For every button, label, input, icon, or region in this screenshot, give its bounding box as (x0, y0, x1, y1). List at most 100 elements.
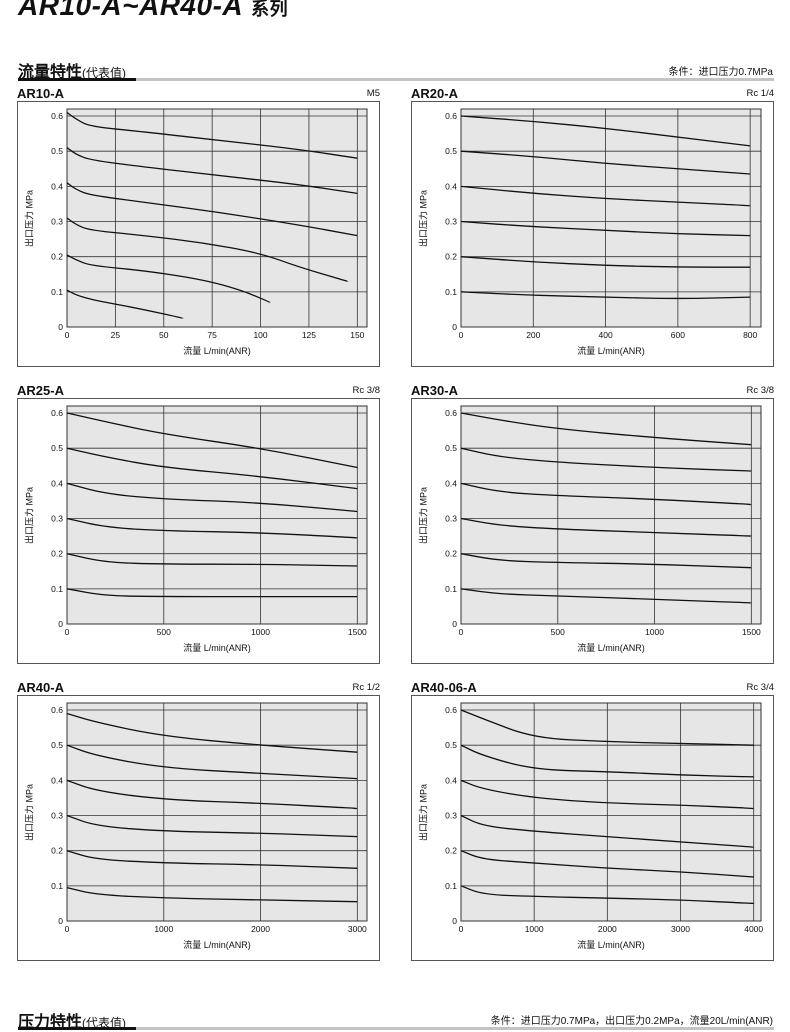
chart-1-series-line (66, 111, 358, 159)
chart-5-series-line (66, 712, 358, 753)
pressure-section-title: 压力特性(代表值) (18, 1008, 126, 1032)
chart-5-ytick-label: 0.5 (51, 740, 63, 750)
series-suffix: 系列 (251, 0, 289, 19)
chart-5-ytick-label: 0.2 (51, 846, 63, 856)
chart-5-ytick-label: 0.6 (51, 705, 63, 715)
chart-3-xtick-label: 1500 (348, 627, 367, 637)
chart-2-series-line (460, 185, 751, 207)
chart-2-port: Rc 1/4 (746, 88, 774, 99)
chart-6-series-line (460, 709, 754, 746)
chart-2-ylabel: 出口压力 MPa (418, 190, 429, 248)
chart-1-ytick-label: 0.2 (51, 252, 63, 262)
chart-6-ytick-label: 0.1 (445, 881, 457, 891)
chart-4-ytick-label: 0 (452, 619, 457, 629)
flow-section-title: 流量特性(代表值) (18, 58, 126, 82)
chart-6-ytick-label: 0.4 (445, 775, 457, 785)
chart-panel-3: AR25-A Rc 3/8 0 0.1 0.2 0.3 0.4 0.5 0.6 0 500 1000 1… (17, 383, 380, 665)
chart-2-ytick-label: 0.1 (445, 287, 457, 297)
chart-4-xtick-label: 1000 (645, 627, 664, 637)
chart-3-series-line (66, 482, 358, 513)
chart-2-xlabel: 流量 L/min(ANR) (577, 346, 645, 356)
chart-2-xtick-label: 0 (459, 330, 464, 340)
chart-1-xtick-label: 100 (253, 330, 267, 340)
chart-1-series-line (66, 182, 358, 237)
chart-6-series-line (460, 744, 755, 778)
chart-5-ylabel: 出口压力 MPa (24, 784, 35, 842)
chart-panel-1: AR10-A M5 0 0.1 0.2 0.3 0.4 0.5 0.6 0 25 50 75 100 125… (17, 86, 380, 368)
chart-3-xtick-label: 1000 (251, 627, 270, 637)
chart-3-ytick-label: 0.2 (51, 549, 63, 559)
series-title: AR10-A~AR40-A (18, 0, 244, 21)
flow-section-rule (18, 78, 774, 81)
chart-4-series-line (460, 588, 752, 604)
chart-4-series-line (460, 412, 752, 446)
chart-6-ylabel: 出口压力 MPa (418, 784, 429, 842)
chart-2-plot-area (460, 108, 762, 328)
chart-6-ytick-label: 0.3 (445, 811, 457, 821)
chart-6-ytick-label: 0 (452, 916, 457, 926)
chart-3-ytick-label: 0 (58, 619, 63, 629)
chart-4-ytick-label: 0.6 (445, 408, 457, 418)
chart-5-title: AR40-A (17, 680, 64, 695)
chart-5-xtick-label: 1000 (154, 924, 173, 934)
chart-2-series-line (460, 115, 751, 147)
chart-5-port: Rc 1/2 (352, 682, 380, 693)
chart-3-ytick-label: 0.6 (51, 408, 63, 418)
chart-2-ytick-label: 0.6 (445, 111, 457, 121)
chart-6-xtick-label: 2000 (598, 924, 617, 934)
chart-2-xtick-label: 200 (526, 330, 540, 340)
chart-2-series-line (460, 291, 751, 300)
chart-1-ytick-label: 0.1 (51, 287, 63, 297)
chart-2-xtick-label: 800 (743, 330, 757, 340)
chart-3-xtick-label: 500 (157, 627, 171, 637)
chart-1-svg: 0 0.1 0.2 0.3 0.4 0.5 0.6 0 25 50 75 100 125 150 (51, 108, 368, 340)
chart-5-series-line (66, 744, 358, 780)
chart-3-port: Rc 3/8 (352, 385, 380, 396)
chart-1-series-line (66, 217, 349, 282)
chart-2-xtick-label: 400 (598, 330, 612, 340)
chart-3-ytick-label: 0.3 (51, 514, 63, 524)
chart-1-series-line (66, 289, 184, 319)
chart-1-xtick-label: 75 (207, 330, 217, 340)
chart-4-ytick-label: 0.3 (445, 514, 457, 524)
chart-panel-6: AR40-06-A Rc 3/4 0 0.1 0.2 0.3 0.4 0.5 0.6 0 1000 2… (411, 680, 774, 962)
chart-3-xtick-label: 0 (65, 627, 70, 637)
chart-4-ytick-label: 0.4 (445, 478, 457, 488)
chart-1-xlabel: 流量 L/min(ANR) (183, 346, 251, 356)
chart-5-ytick-label: 0.3 (51, 811, 63, 821)
chart-6-title: AR40-06-A (411, 680, 477, 695)
chart-6-plot-area (460, 702, 762, 922)
chart-4-series-line (460, 553, 752, 569)
chart-3-series-line (66, 412, 358, 469)
chart-5-xtick-label: 3000 (348, 924, 367, 934)
chart-6-xtick-label: 4000 (744, 924, 763, 934)
chart-6-series-line (460, 814, 755, 848)
chart-5-plot-area (66, 702, 368, 922)
chart-3-series-line (66, 588, 358, 598)
chart-4-ytick-label: 0.1 (445, 584, 457, 594)
chart-5-series-line (66, 886, 358, 903)
chart-6-xlabel: 流量 L/min(ANR) (577, 940, 645, 950)
chart-5-xtick-label: 2000 (251, 924, 270, 934)
chart-5-xtick-label: 0 (65, 924, 70, 934)
chart-3-series-line (66, 553, 358, 567)
flow-title-text: 流量特性 (18, 64, 83, 81)
chart-5-ytick-label: 0.1 (51, 881, 63, 891)
chart-6-xtick-label: 3000 (671, 924, 690, 934)
chart-6-xtick-label: 1000 (525, 924, 544, 934)
chart-1-plot-area (66, 108, 368, 328)
chart-4-series-line (460, 447, 752, 472)
chart-panel-2: AR20-A Rc 1/4 0 0.1 0.2 0.3 0.4 0.5 0.6 0 200 400 60… (411, 86, 774, 368)
chart-2-svg: 0 0.1 0.2 0.3 0.4 0.5 0.6 0 200 400 600 800 (445, 108, 762, 340)
flow-condition: 条件：进口压力0.7MPa (668, 67, 773, 78)
pressure-condition: 条件：进口压力0.7MPa，出口压力0.2MPa，流量20L/min(ANR) (490, 1016, 773, 1027)
chart-6-xtick-label: 0 (459, 924, 464, 934)
chart-5-ytick-label: 0 (58, 916, 63, 926)
chart-3-ytick-label: 0.1 (51, 584, 63, 594)
chart-5-svg: 0 0.1 0.2 0.3 0.4 0.5 0.6 0 1000 2000 3000 (51, 702, 368, 934)
chart-4-port: Rc 3/8 (746, 385, 774, 396)
chart-1-series-line (66, 254, 271, 304)
chart-2-ytick-label: 0.3 (445, 217, 457, 227)
chart-2-series-line (460, 220, 751, 237)
chart-1-ytick-label: 0.5 (51, 146, 63, 156)
